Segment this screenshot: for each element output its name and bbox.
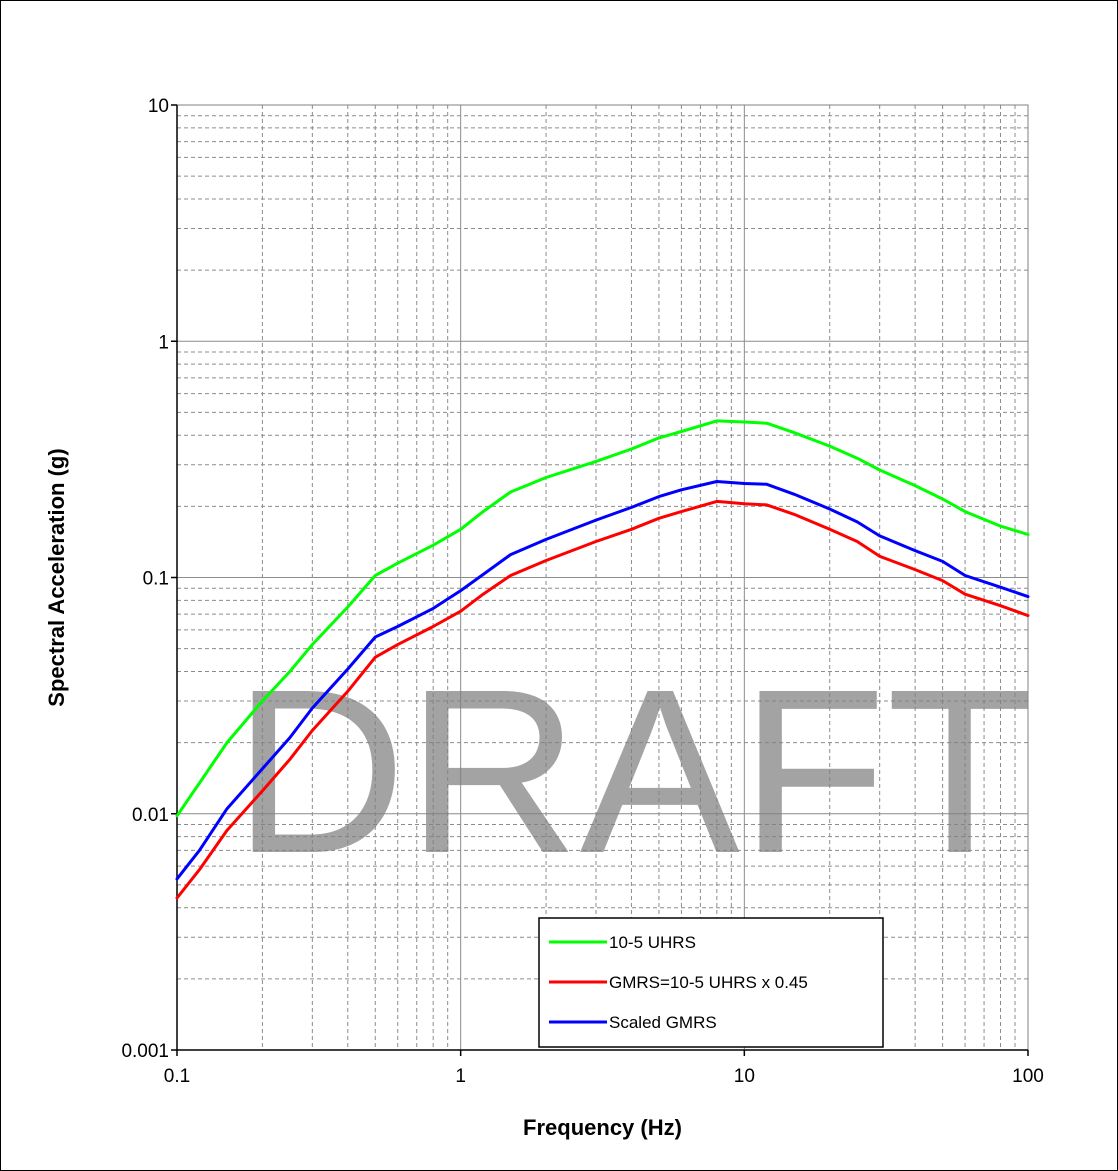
y-axis-title: Spectral Acceleration (g) [44,448,69,706]
legend: 10-5 UHRS GMRS=10-5 UHRS x 0.45 Scaled GMR… [538,917,884,1048]
legend-label-2: GMRS=10-5 UHRS x 0.45 [609,973,808,992]
x-tick-label: 0.1 [164,1066,190,1087]
legend-label-1: 10-5 UHRS [609,933,696,952]
tick-labels: 0.1 1 10 100 0.001 0.01 0.1 1 10 [121,96,1043,1087]
y-tick-label: 0.1 [143,569,169,590]
legend-label-3: Scaled GMRS [609,1013,717,1032]
series-line-3 [175,480,1030,881]
draft-watermark: DRAFT [233,640,1033,902]
series-line-1 [175,419,1030,818]
x-tick-label: 10 [734,1066,755,1087]
major-gridlines [177,105,1028,1050]
axes [171,104,1029,1056]
x-axis-title: Frequency (Hz) [523,1115,682,1140]
y-tick-label: 10 [148,96,169,117]
series-line-2 [175,499,1030,900]
y-tick-label: 0.01 [132,805,169,826]
x-tick-label: 1 [455,1066,466,1087]
y-tick-label: 1 [158,332,169,353]
x-tick-label: 100 [1012,1066,1044,1087]
series-layer [175,419,1030,900]
y-tick-label: 0.001 [121,1041,169,1062]
